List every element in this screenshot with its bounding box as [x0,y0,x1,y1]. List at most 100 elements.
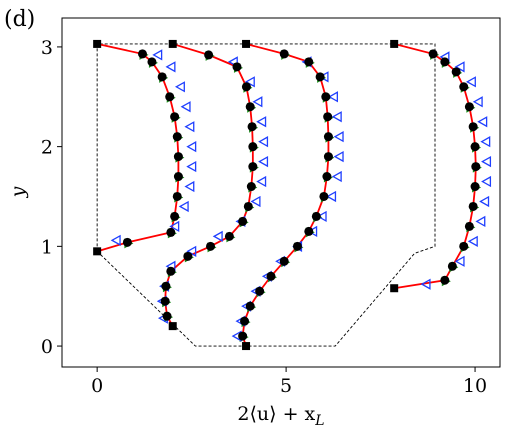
data-point [172,132,182,142]
y-axis-label: y [7,186,29,198]
end-point [242,342,251,351]
data-point [204,50,214,60]
data-point [245,301,255,311]
data-point [244,76,255,88]
data-point [169,220,180,233]
data-point [206,241,216,251]
y-tick-label: 0 [41,336,53,358]
data-point [110,234,121,246]
data-point [279,49,289,59]
data-point [328,91,338,103]
data-point [186,160,197,173]
data-point [161,281,171,291]
data-point [292,241,302,251]
data-point [173,152,183,162]
data-point [464,221,474,231]
data-point [333,131,344,143]
data-point [162,311,172,321]
data-point [475,215,486,228]
data-point [256,116,267,128]
data-point [224,231,234,241]
data-point [160,296,170,306]
data-point [186,141,197,153]
data-point [180,101,191,113]
data-point [464,102,474,112]
x-tick-label: 5 [280,375,292,397]
data-point [248,142,258,152]
data-point [467,235,478,247]
data-point [470,182,480,192]
data-point [440,57,450,67]
data-point [480,136,491,148]
data-point [323,112,333,122]
data-point [451,67,461,77]
data-point [472,96,483,108]
panel-label: (d) [4,7,35,32]
data-point [454,255,465,267]
data-point [250,195,261,208]
data-point [247,122,257,132]
data-point [333,150,344,163]
end-point [168,39,177,48]
geometry-outline [96,43,436,347]
data-point [166,227,176,237]
data-point [322,172,332,182]
plot-frame [61,17,501,368]
data-point [252,96,263,108]
data-point [165,92,175,102]
data-point [186,245,197,257]
data-point [440,275,450,285]
data-point [304,226,314,236]
data-point [165,61,176,73]
data-point [479,195,490,208]
data-point [477,116,488,128]
data-point [240,316,250,326]
data-point [331,111,342,123]
profile-line [393,43,477,290]
x-tick-label: 0 [91,375,103,397]
data-point [122,237,132,247]
data-point [227,56,238,68]
data-point [166,266,176,276]
data-point [245,102,255,112]
data-point [319,191,329,201]
data-point [232,62,242,72]
data-point [241,82,251,92]
data-point [468,201,478,211]
data-point [238,216,248,226]
end-point [168,322,177,331]
data-point [258,155,269,168]
data-point [184,180,195,193]
data-point [321,92,331,102]
y-tick-label: 3 [41,37,53,59]
data-point [331,170,342,183]
data-point [238,331,248,341]
data-point [468,122,478,132]
y-tick-label: 2 [41,137,53,159]
data-point [304,57,314,67]
x-label-main: 2⟨u⟩ + x [237,403,315,425]
data-point [256,175,267,188]
data-point [137,49,147,59]
data-point [459,241,469,251]
data-point [279,256,289,266]
data-point [170,112,180,122]
x-label-sub: L [314,413,324,429]
end-point [390,39,399,48]
data-point [183,251,193,261]
data-point [178,200,189,213]
data-point [323,152,333,162]
end-point [242,39,251,48]
data-point [152,49,163,61]
end-point [93,247,102,256]
data-point [420,278,431,290]
data-point [147,57,157,67]
data-point [471,162,481,172]
data-point [465,76,476,88]
end-point [390,284,399,293]
data-point [323,132,333,142]
data-point [243,201,253,211]
data-point [447,261,457,271]
data-point [170,211,180,221]
